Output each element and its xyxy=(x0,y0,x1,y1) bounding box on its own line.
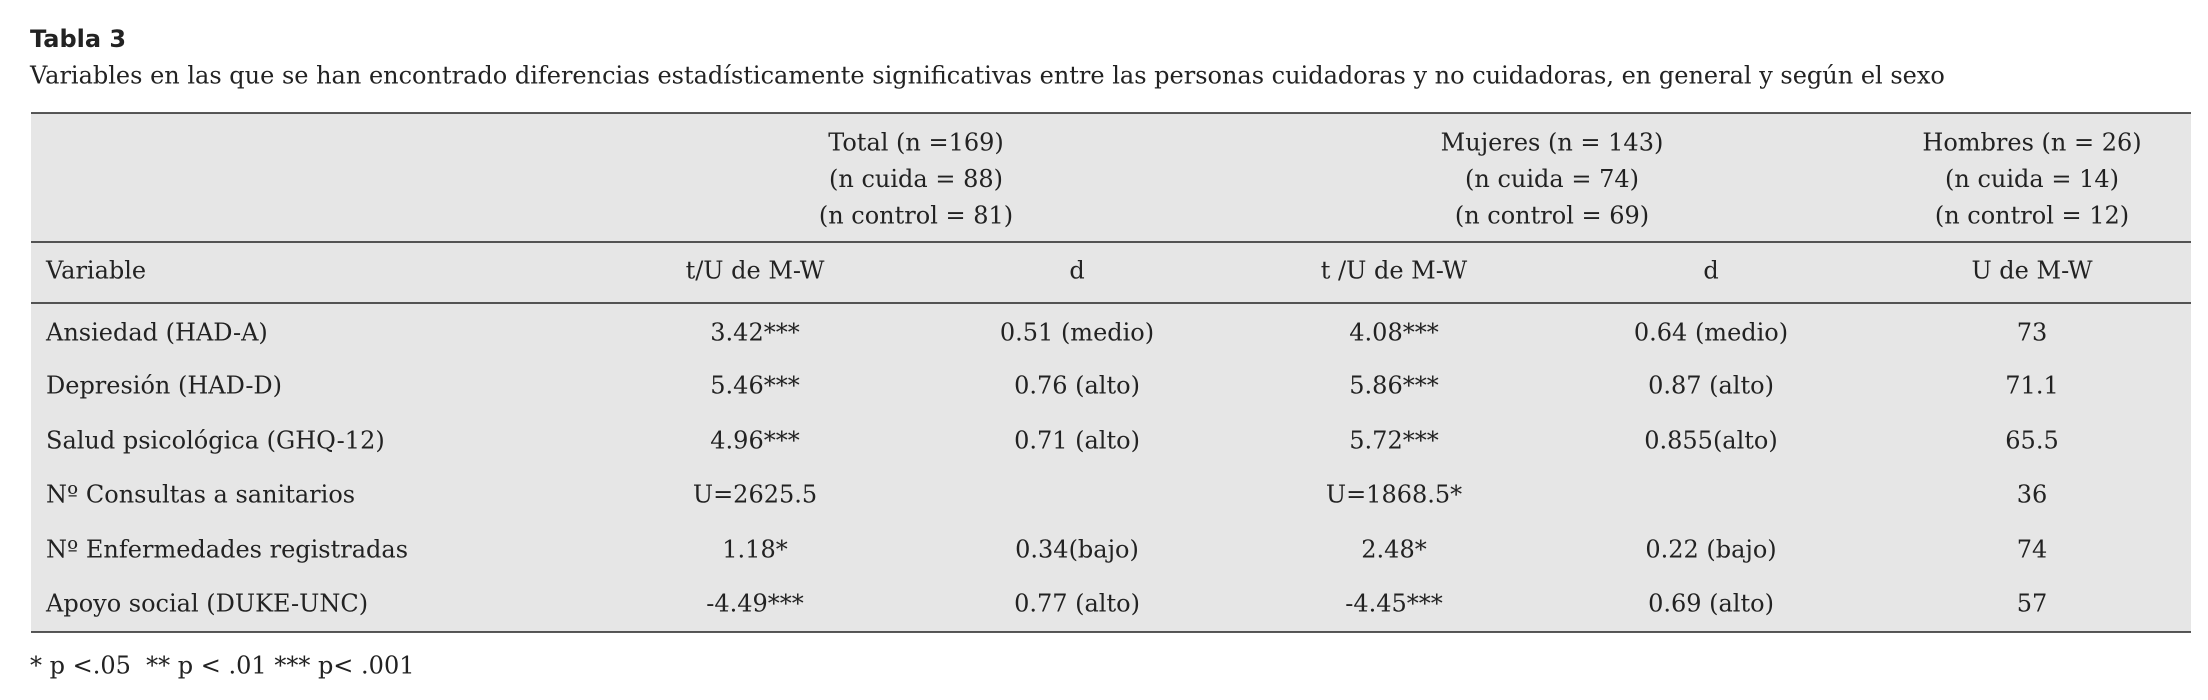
cell: 73 xyxy=(2017,319,2048,347)
column-header: t/U de M-W xyxy=(686,257,825,285)
cell: 74 xyxy=(2017,536,2048,564)
row-label: Apoyo social (DUKE-UNC) xyxy=(45,590,368,618)
cell: U=2625.5 xyxy=(693,481,817,509)
cell: 71.1 xyxy=(2005,372,2058,400)
column-header: d xyxy=(1703,257,1718,285)
column-header: t /U de M-W xyxy=(1321,257,1468,285)
table-background xyxy=(31,113,2191,632)
cell: 0.69 (alto) xyxy=(1648,590,1774,618)
cell: 0.22 (bajo) xyxy=(1645,536,1776,564)
group-header: (n control = 69) xyxy=(1455,202,1649,230)
group-header: Hombres (n = 26) xyxy=(1922,129,2141,157)
group-header: (n control = 12) xyxy=(1935,202,2129,230)
group-header: (n cuida = 14) xyxy=(1945,165,2119,193)
cell: 0.77 (alto) xyxy=(1014,590,1140,618)
cell: 5.46*** xyxy=(710,372,799,400)
group-header: (n control = 81) xyxy=(819,202,1013,230)
row-label: Ansiedad (HAD-A) xyxy=(45,319,268,347)
row-label: Nº Enfermedades registradas xyxy=(46,536,408,564)
group-header: Total (n =169) xyxy=(828,129,1004,157)
cell: 0.34(bajo) xyxy=(1015,536,1139,564)
cell: -4.45*** xyxy=(1345,590,1443,618)
row-label: Depresión (HAD-D) xyxy=(46,372,282,400)
cell: 36 xyxy=(2017,481,2048,509)
cell: 5.86*** xyxy=(1349,372,1438,400)
table-title: Tabla 3 xyxy=(30,25,126,53)
cell: 0.51 (medio) xyxy=(1000,319,1154,347)
cell: 4.08*** xyxy=(1349,319,1438,347)
cell: 3.42*** xyxy=(710,319,799,347)
cell: 1.18* xyxy=(722,536,787,564)
cell: 57 xyxy=(2017,590,2048,618)
cell: 4.96*** xyxy=(710,427,799,455)
row-label: Salud psicológica (GHQ-12) xyxy=(46,427,385,455)
cell: U=1868.5* xyxy=(1326,481,1462,509)
cell: 0.87 (alto) xyxy=(1648,372,1774,400)
column-header: U de M-W xyxy=(1971,257,2092,285)
cell: 0.855(alto) xyxy=(1644,427,1778,455)
caption: Variables en las que se han encontrado d… xyxy=(29,62,1945,90)
footnote: * p <.05 ** p < .01 *** p< .001 xyxy=(30,652,414,680)
cell: -4.49*** xyxy=(706,590,804,618)
group-header: Mujeres (n = 143) xyxy=(1441,129,1664,157)
group-header: (n cuida = 74) xyxy=(1465,165,1639,193)
group-header: (n cuida = 88) xyxy=(829,165,1003,193)
cell: 2.48* xyxy=(1361,536,1426,564)
cell: 5.72*** xyxy=(1349,427,1438,455)
cell: 65.5 xyxy=(2005,427,2058,455)
row-label: Nº Consultas a sanitarios xyxy=(46,481,355,509)
cell: 0.64 (medio) xyxy=(1634,319,1788,347)
cell: 0.71 (alto) xyxy=(1014,427,1140,455)
column-header: Variable xyxy=(45,257,146,285)
column-header: d xyxy=(1069,257,1084,285)
cell: 0.76 (alto) xyxy=(1014,372,1140,400)
